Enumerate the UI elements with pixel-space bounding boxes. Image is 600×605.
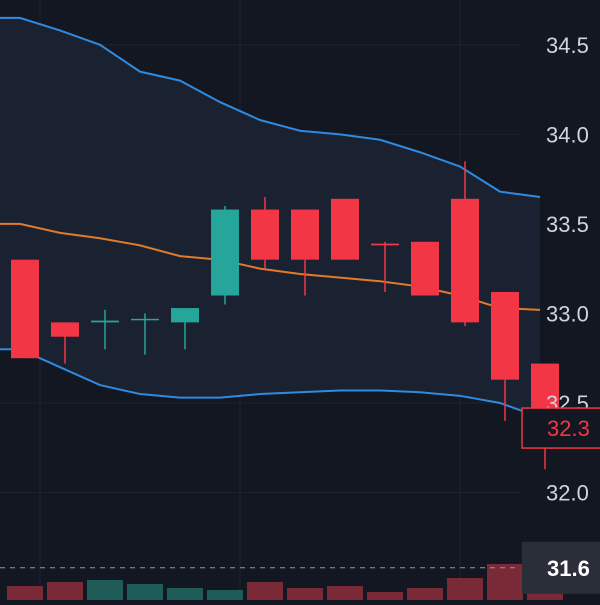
volume-bars — [7, 564, 563, 600]
volume-bar — [407, 588, 443, 600]
candle[interactable] — [251, 197, 279, 269]
volume-bar — [207, 590, 243, 600]
candle[interactable] — [371, 241, 399, 292]
candle[interactable] — [291, 209, 319, 296]
candle-body — [371, 243, 399, 246]
y-tick-label: 33.5 — [546, 212, 589, 237]
candle[interactable] — [171, 308, 199, 350]
volume-bar — [447, 578, 483, 600]
candle-body — [251, 209, 279, 260]
candle-body — [51, 322, 79, 337]
candle-body — [291, 209, 319, 260]
candle-body — [91, 320, 119, 323]
candle[interactable] — [51, 322, 79, 364]
volume-bar — [87, 580, 123, 600]
candle[interactable] — [491, 291, 519, 421]
volume-bar — [287, 588, 323, 600]
dashed-line-label: 31.6 — [547, 556, 590, 581]
candle[interactable] — [451, 161, 479, 326]
candle-body — [131, 318, 159, 321]
candle[interactable] — [131, 313, 159, 355]
volume-bar — [47, 582, 83, 600]
last-price-label: 32.3 — [547, 416, 590, 441]
candle[interactable] — [91, 309, 119, 350]
candle-body — [171, 308, 199, 323]
price-axis[interactable]: 34.534.033.533.032.532.031.532.331.6 — [521, 33, 600, 594]
candle-body — [411, 241, 439, 296]
basis-line — [0, 222, 541, 311]
volume-bar — [367, 592, 403, 600]
candles[interactable] — [11, 161, 559, 470]
candle[interactable] — [411, 241, 439, 296]
volume-bar — [127, 584, 163, 600]
y-tick-label: 34.0 — [546, 122, 589, 147]
candle[interactable] — [211, 205, 239, 305]
candle-body — [11, 259, 39, 359]
volume-bar — [247, 582, 283, 600]
candle-body — [451, 198, 479, 323]
lower-band-line — [0, 348, 541, 419]
candle-body — [491, 291, 519, 380]
indicator-lines — [0, 16, 541, 419]
candle-body — [211, 209, 239, 296]
volume-bar — [487, 564, 523, 600]
candle[interactable] — [11, 259, 39, 359]
volume-bar — [7, 586, 43, 600]
volume-bar — [167, 588, 203, 600]
y-tick-label: 33.0 — [546, 301, 589, 326]
volume-bar — [327, 586, 363, 600]
dashed-line-badge — [522, 541, 600, 594]
y-tick-label: 34.5 — [546, 33, 589, 58]
upper-band-line — [0, 16, 541, 199]
candle-body — [331, 198, 359, 260]
y-tick-label: 32.0 — [546, 481, 589, 506]
candle[interactable] — [331, 198, 359, 260]
last-price-badge — [521, 407, 600, 449]
